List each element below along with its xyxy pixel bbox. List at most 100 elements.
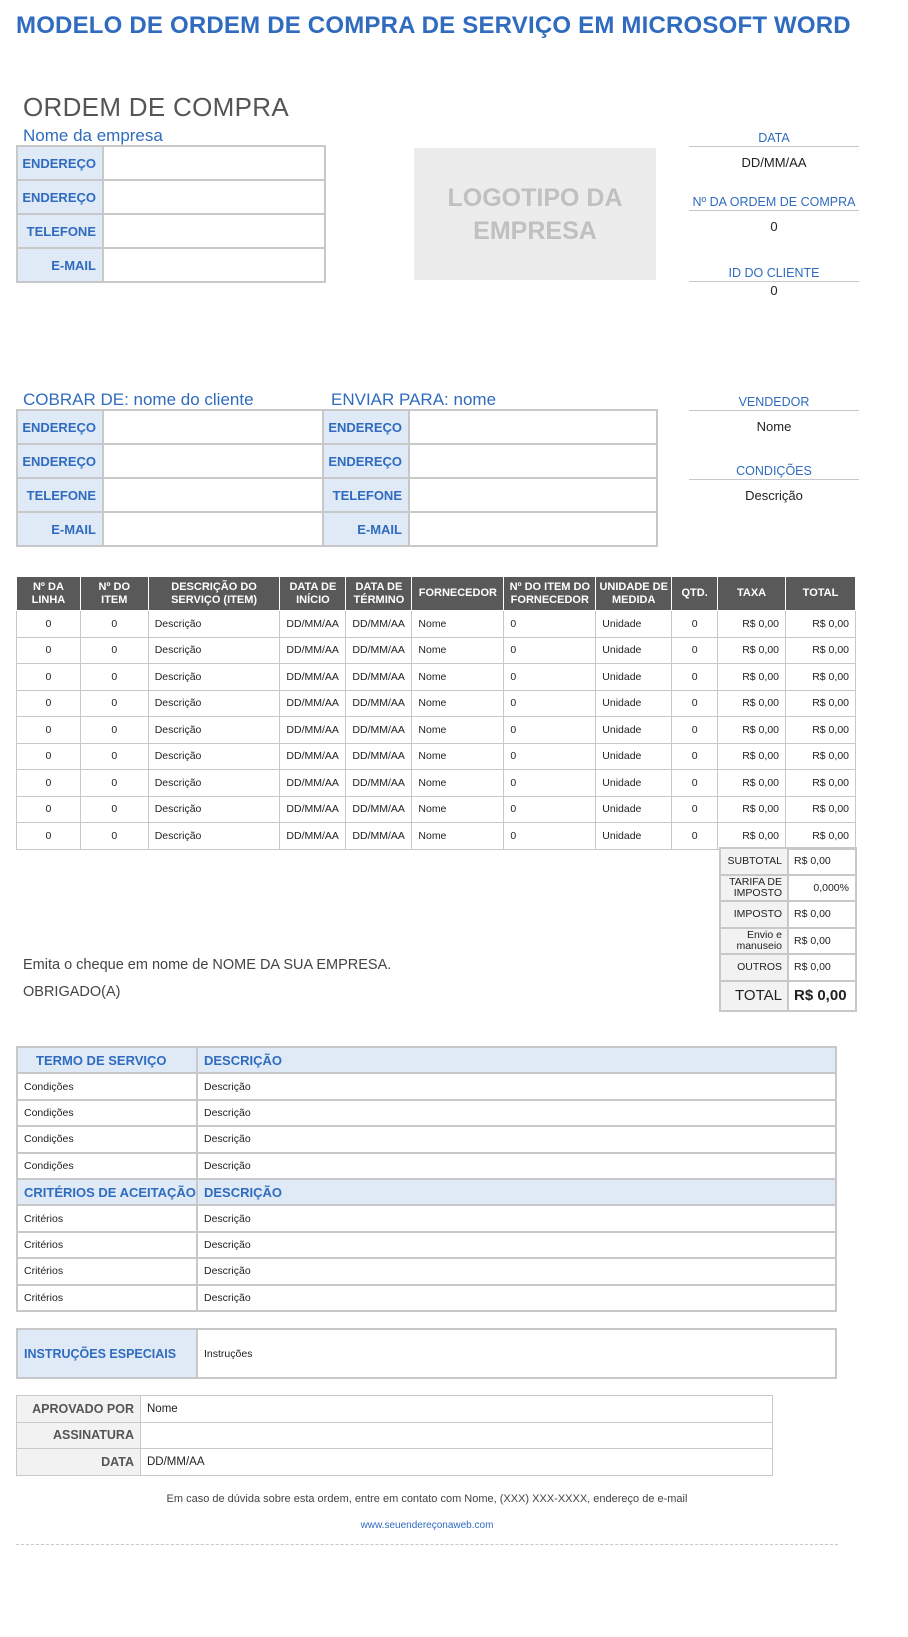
- item-cell[interactable]: DD/MM/AA: [345, 716, 413, 744]
- item-cell[interactable]: DD/MM/AA: [279, 769, 347, 797]
- item-cell[interactable]: Nome: [411, 769, 505, 797]
- item-cell[interactable]: 0: [16, 822, 81, 850]
- item-cell[interactable]: DD/MM/AA: [345, 663, 413, 691]
- item-cell[interactable]: 0: [503, 689, 597, 717]
- item-cell[interactable]: 0: [503, 636, 597, 664]
- item-cell[interactable]: R$ 0,00: [785, 610, 856, 638]
- item-cell[interactable]: Descrição: [147, 822, 281, 850]
- item-cell[interactable]: Nome: [411, 689, 505, 717]
- item-cell[interactable]: DD/MM/AA: [279, 689, 347, 717]
- item-cell[interactable]: DD/MM/AA: [345, 795, 413, 823]
- item-cell[interactable]: DD/MM/AA: [279, 822, 347, 850]
- item-cell[interactable]: 0: [503, 716, 597, 744]
- acceptance-criteria-row-cell[interactable]: Descrição: [196, 1204, 837, 1233]
- item-cell[interactable]: 0: [671, 689, 719, 717]
- acceptance-criteria-row-cell[interactable]: Descrição: [196, 1283, 837, 1312]
- item-cell[interactable]: 0: [16, 769, 81, 797]
- item-cell[interactable]: 0: [16, 689, 81, 717]
- item-cell[interactable]: Nome: [411, 636, 505, 664]
- item-cell[interactable]: Nome: [411, 822, 505, 850]
- ship-address2-value[interactable]: [408, 443, 658, 479]
- item-cell[interactable]: Nome: [411, 663, 505, 691]
- item-cell[interactable]: Descrição: [147, 610, 281, 638]
- service-term-row-cell[interactable]: Descrição: [196, 1151, 837, 1180]
- item-cell[interactable]: 0: [16, 716, 81, 744]
- item-cell[interactable]: 0: [79, 822, 149, 850]
- item-cell[interactable]: R$ 0,00: [785, 795, 856, 823]
- item-cell[interactable]: DD/MM/AA: [279, 742, 347, 770]
- item-cell[interactable]: R$ 0,00: [785, 822, 856, 850]
- item-cell[interactable]: R$ 0,00: [717, 610, 786, 638]
- item-cell[interactable]: R$ 0,00: [785, 689, 856, 717]
- item-cell[interactable]: DD/MM/AA: [345, 822, 413, 850]
- item-cell[interactable]: 0: [671, 636, 719, 664]
- item-cell[interactable]: Nome: [411, 610, 505, 638]
- item-cell[interactable]: R$ 0,00: [717, 636, 786, 664]
- acceptance-criteria-row-cell[interactable]: Critérios: [16, 1230, 198, 1260]
- service-term-row-cell[interactable]: Condições: [16, 1151, 198, 1180]
- item-cell[interactable]: Descrição: [147, 795, 281, 823]
- item-cell[interactable]: Unidade: [595, 742, 673, 770]
- item-cell[interactable]: R$ 0,00: [717, 795, 786, 823]
- conditions-value[interactable]: Descrição: [745, 488, 803, 503]
- item-cell[interactable]: R$ 0,00: [717, 822, 786, 850]
- bill-email-value[interactable]: [102, 511, 326, 547]
- item-cell[interactable]: 0: [79, 610, 149, 638]
- ship-phone-value[interactable]: [408, 477, 658, 513]
- item-cell[interactable]: 0: [671, 769, 719, 797]
- bill-phone-value[interactable]: [102, 477, 326, 513]
- service-term-row-cell[interactable]: Condições: [16, 1098, 198, 1128]
- item-cell[interactable]: 0: [503, 769, 597, 797]
- item-cell[interactable]: 0: [16, 610, 81, 638]
- vendor-value[interactable]: Nome: [756, 419, 792, 434]
- acceptance-criteria-row-cell[interactable]: Descrição: [196, 1257, 837, 1286]
- company-phone-value[interactable]: [102, 213, 326, 249]
- item-cell[interactable]: DD/MM/AA: [279, 636, 347, 664]
- company-address-value[interactable]: [102, 145, 326, 181]
- item-cell[interactable]: DD/MM/AA: [279, 610, 347, 638]
- acceptance-criteria-row-cell[interactable]: Critérios: [16, 1283, 198, 1312]
- item-cell[interactable]: 0: [16, 636, 81, 664]
- item-cell[interactable]: R$ 0,00: [785, 636, 856, 664]
- ship-email-value[interactable]: [408, 511, 658, 547]
- item-cell[interactable]: Unidade: [595, 716, 673, 744]
- item-cell[interactable]: DD/MM/AA: [279, 716, 347, 744]
- item-cell[interactable]: Unidade: [595, 610, 673, 638]
- service-term-row-cell[interactable]: Condições: [16, 1125, 198, 1154]
- item-cell[interactable]: Unidade: [595, 636, 673, 664]
- item-cell[interactable]: 0: [671, 716, 719, 744]
- item-cell[interactable]: 0: [671, 610, 719, 638]
- special-instructions-value[interactable]: Instruções: [196, 1328, 837, 1379]
- item-cell[interactable]: 0: [671, 822, 719, 850]
- item-cell[interactable]: Unidade: [595, 663, 673, 691]
- item-cell[interactable]: Nome: [411, 795, 505, 823]
- item-cell[interactable]: Descrição: [147, 663, 281, 691]
- date-value[interactable]: DD/MM/AA: [741, 155, 807, 170]
- item-cell[interactable]: DD/MM/AA: [345, 689, 413, 717]
- item-cell[interactable]: R$ 0,00: [717, 663, 786, 691]
- item-cell[interactable]: 0: [79, 769, 149, 797]
- item-cell[interactable]: DD/MM/AA: [279, 663, 347, 691]
- item-cell[interactable]: R$ 0,00: [785, 742, 856, 770]
- item-cell[interactable]: Descrição: [147, 742, 281, 770]
- item-cell[interactable]: R$ 0,00: [717, 742, 786, 770]
- item-cell[interactable]: R$ 0,00: [717, 716, 786, 744]
- item-cell[interactable]: 0: [79, 795, 149, 823]
- item-cell[interactable]: DD/MM/AA: [279, 795, 347, 823]
- approval-value[interactable]: Nome: [140, 1395, 773, 1423]
- item-cell[interactable]: 0: [503, 822, 597, 850]
- item-cell[interactable]: R$ 0,00: [785, 769, 856, 797]
- item-cell[interactable]: Descrição: [147, 636, 281, 664]
- item-cell[interactable]: DD/MM/AA: [345, 769, 413, 797]
- service-term-row-cell[interactable]: Descrição: [196, 1098, 837, 1128]
- item-cell[interactable]: 0: [79, 742, 149, 770]
- item-cell[interactable]: R$ 0,00: [785, 663, 856, 691]
- bill-address2-value[interactable]: [102, 443, 326, 479]
- ship-address-value[interactable]: [408, 409, 658, 445]
- item-cell[interactable]: 0: [671, 742, 719, 770]
- service-term-row-cell[interactable]: Condições: [16, 1072, 198, 1101]
- item-cell[interactable]: R$ 0,00: [785, 716, 856, 744]
- acceptance-criteria-row-cell[interactable]: Descrição: [196, 1230, 837, 1260]
- item-cell[interactable]: 0: [16, 663, 81, 691]
- item-cell[interactable]: Descrição: [147, 769, 281, 797]
